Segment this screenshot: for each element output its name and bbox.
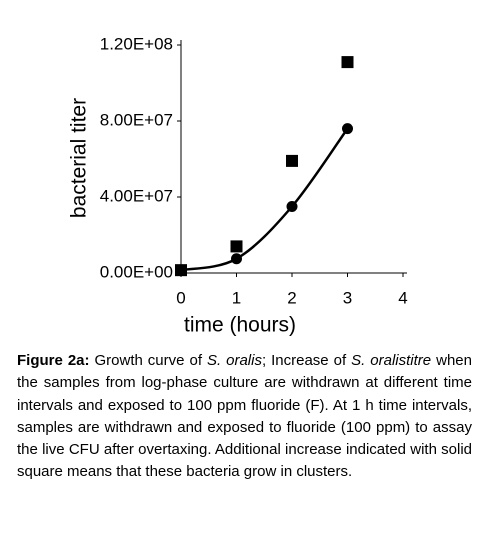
caption-text: Growth curve of (89, 352, 207, 369)
caption-text: Figure 2a: (17, 352, 90, 369)
caption-text: S. oralistitre (351, 352, 432, 369)
x-tick-label: 0 (176, 288, 185, 307)
circle-point (175, 264, 187, 276)
y-tick-label: 8.00E+07 (100, 110, 173, 129)
chart: time (hours) bacterial titer 0.00E+00 4.0… (68, 34, 408, 337)
y-tick-label: 1.20E+08 (100, 34, 173, 53)
caption-text: ; Increase of (261, 352, 352, 369)
square-point (341, 56, 354, 69)
y-tick-label: 0.00E+00 (100, 262, 173, 281)
caption-text: S. oralis (206, 352, 262, 369)
x-tick-label: 2 (287, 288, 296, 307)
circle-point (231, 253, 242, 265)
square-point (286, 154, 298, 167)
x-axis-title: time (hours) (184, 314, 296, 337)
y-tick-label: 4.00E+07 (100, 186, 173, 205)
caption-text: when the samples from log-phase culture … (17, 352, 472, 481)
x-tick-label: 4 (398, 288, 407, 307)
x-tick-label: 1 (232, 288, 241, 307)
circle-point (342, 123, 353, 135)
square-point (230, 240, 243, 253)
y-axis-title: bacterial titer (68, 98, 91, 218)
figure-caption: Figure 2a: Growth curve of S. oralis; In… (17, 350, 472, 484)
trend-line (180, 127, 349, 272)
circle-point (286, 201, 298, 212)
x-tick-label: 3 (343, 288, 352, 307)
